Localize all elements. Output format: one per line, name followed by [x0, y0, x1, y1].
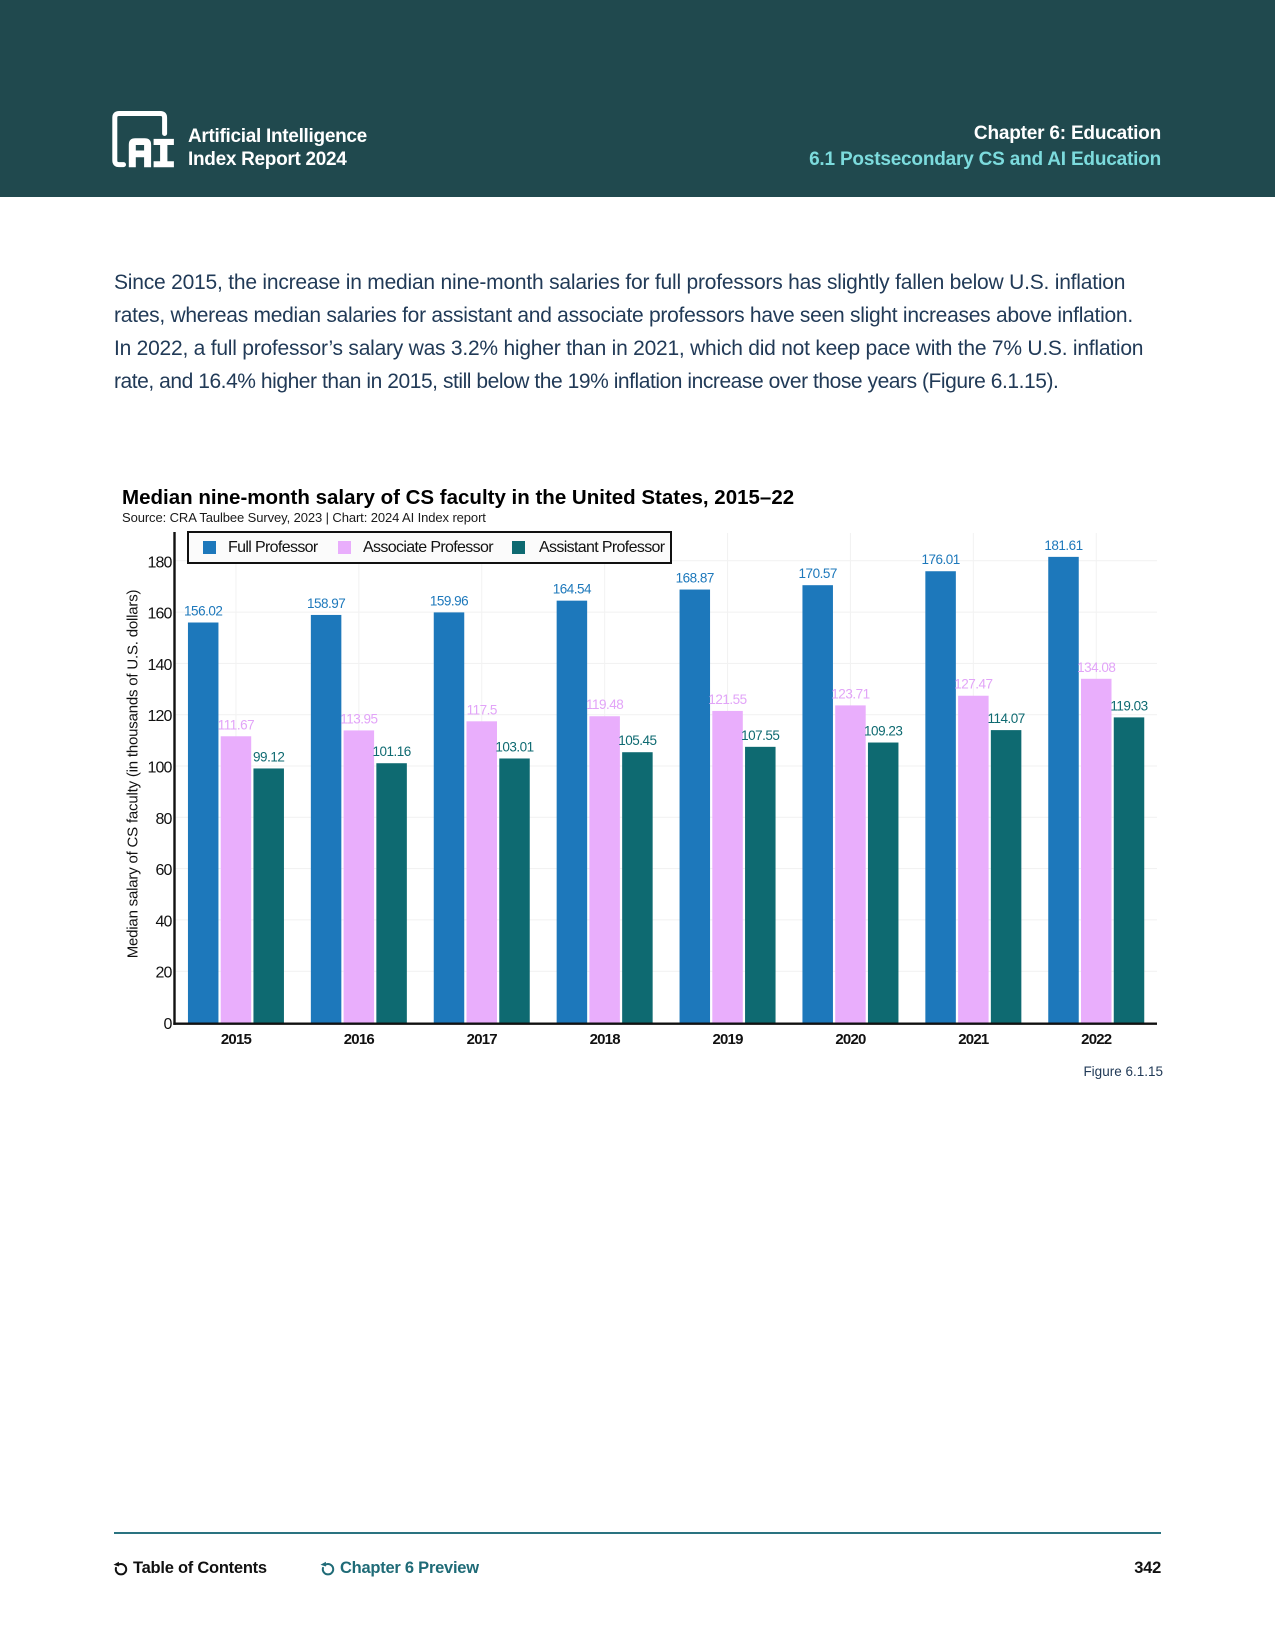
svg-text:Median salary of CS faculty (i: Median salary of CS faculty (in thousand… — [125, 590, 142, 959]
svg-text:121.55: 121.55 — [708, 692, 746, 707]
svg-text:158.97: 158.97 — [307, 596, 345, 611]
svg-text:101.16: 101.16 — [372, 744, 410, 759]
svg-text:2018: 2018 — [590, 1031, 621, 1048]
svg-text:107.55: 107.55 — [741, 728, 779, 743]
svg-text:181.61: 181.61 — [1044, 538, 1082, 553]
svg-text:170.57: 170.57 — [799, 566, 837, 581]
svg-text:80: 80 — [156, 811, 173, 828]
svg-text:20: 20 — [156, 965, 173, 982]
svg-text:99.12: 99.12 — [253, 749, 284, 764]
svg-text:2016: 2016 — [344, 1031, 375, 1048]
svg-text:120: 120 — [148, 708, 173, 725]
svg-text:113.95: 113.95 — [340, 711, 377, 726]
svg-text:156.02: 156.02 — [184, 604, 222, 619]
svg-text:127.47: 127.47 — [954, 677, 992, 692]
svg-text:134.08: 134.08 — [1077, 660, 1115, 675]
svg-text:60: 60 — [156, 862, 173, 879]
svg-text:140: 140 — [148, 657, 173, 674]
svg-text:159.96: 159.96 — [430, 593, 468, 608]
svg-text:111.67: 111.67 — [218, 717, 254, 732]
svg-text:119.48: 119.48 — [586, 697, 623, 712]
svg-text:180: 180 — [148, 554, 173, 571]
svg-text:2021: 2021 — [958, 1031, 989, 1048]
svg-text:123.71: 123.71 — [831, 686, 869, 701]
svg-text:117.5: 117.5 — [467, 702, 497, 717]
svg-text:160: 160 — [148, 606, 173, 623]
svg-text:2022: 2022 — [1081, 1031, 1112, 1048]
svg-text:105.45: 105.45 — [618, 733, 656, 748]
svg-text:2019: 2019 — [712, 1031, 743, 1048]
svg-text:168.87: 168.87 — [676, 571, 714, 586]
svg-text:2015: 2015 — [221, 1031, 252, 1048]
svg-text:114.07: 114.07 — [987, 711, 1024, 726]
svg-text:109.23: 109.23 — [864, 724, 902, 739]
svg-text:2017: 2017 — [467, 1031, 498, 1048]
svg-text:176.01: 176.01 — [921, 552, 959, 567]
svg-text:119.03: 119.03 — [1110, 698, 1147, 713]
svg-text:164.54: 164.54 — [553, 582, 592, 597]
svg-text:40: 40 — [156, 913, 173, 930]
svg-text:103.01: 103.01 — [495, 739, 533, 754]
svg-text:2020: 2020 — [835, 1031, 866, 1048]
svg-text:100: 100 — [148, 760, 173, 777]
svg-text:0: 0 — [164, 1016, 173, 1033]
